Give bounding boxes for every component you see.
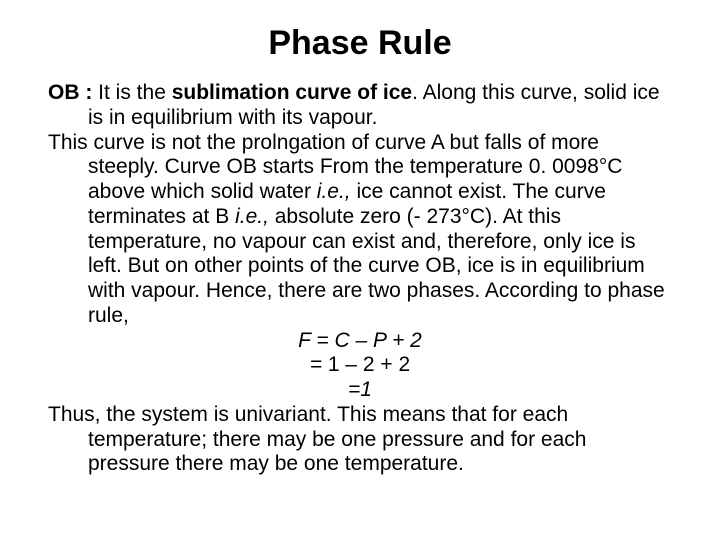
slide-title: Phase Rule bbox=[48, 24, 672, 63]
text: It is the bbox=[98, 81, 172, 104]
italic-ie: i.e., bbox=[235, 205, 275, 228]
eq-val: 1 – 2 + 2 bbox=[328, 353, 410, 376]
slide-body: OB : It is the sublimation curve of ice.… bbox=[48, 81, 672, 477]
paragraph-conclusion: Thus, the system is univariant. This mea… bbox=[48, 403, 672, 477]
eq-eq: = bbox=[310, 353, 328, 376]
equation-1: F = C – P + 2 bbox=[48, 329, 672, 354]
term-sublimation: sublimation curve of ice bbox=[172, 81, 412, 104]
paragraph-main: This curve is not the prolngation of cur… bbox=[48, 131, 672, 329]
paragraph-ob: OB : It is the sublimation curve of ice.… bbox=[48, 81, 672, 131]
label-ob: OB : bbox=[48, 81, 98, 104]
italic-ie: i.e., bbox=[317, 180, 357, 203]
equation-2: = 1 – 2 + 2 bbox=[48, 353, 672, 378]
equation-3: =1 bbox=[48, 378, 672, 403]
slide: Phase Rule OB : It is the sublimation cu… bbox=[0, 0, 720, 497]
